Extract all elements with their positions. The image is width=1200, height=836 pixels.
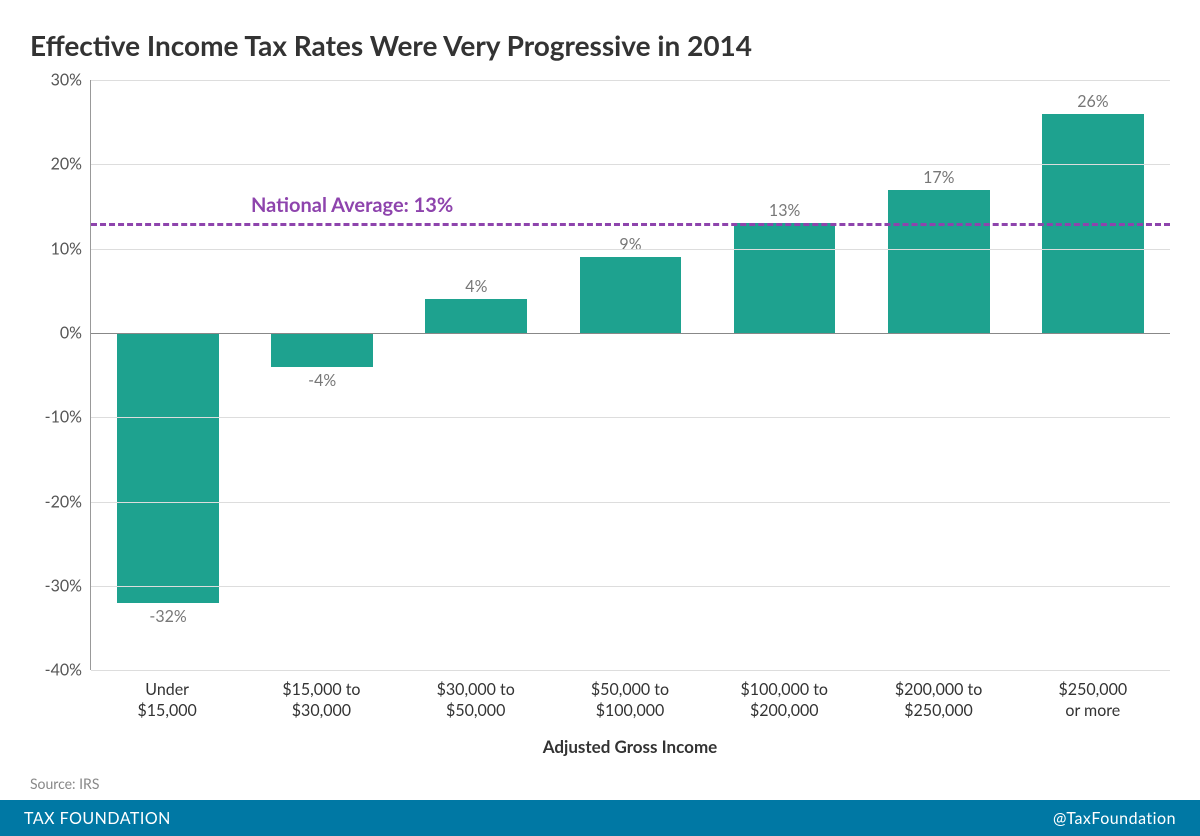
national-average-line — [91, 223, 1170, 226]
x-axis: Under $15,000$15,000 to $30,000$30,000 t… — [90, 670, 1170, 722]
x-tick-label: $100,000 to $200,000 — [707, 680, 861, 722]
y-axis: -40%-30%-20%-10%0%10%20%30% — [30, 80, 90, 670]
bar-slot: 4% — [399, 80, 553, 670]
bar-value-label: 4% — [465, 277, 487, 296]
gridline — [91, 586, 1170, 587]
x-tick-label: $250,000 or more — [1016, 680, 1170, 722]
y-tick-label: 30% — [51, 71, 82, 90]
bars-container: -32% -4% 4% 9% 13% 17% 26% — [91, 80, 1170, 670]
bar — [117, 333, 219, 603]
bar — [888, 190, 990, 333]
bar-value-label: 17% — [923, 168, 954, 187]
bar-slot: 17% — [862, 80, 1016, 670]
bar-slot: 13% — [708, 80, 862, 670]
footer-handle: @TaxFoundation — [1053, 809, 1176, 828]
y-tick-label: -20% — [45, 492, 82, 511]
bar-slot: -32% — [91, 80, 245, 670]
bar-value-label: 26% — [1077, 92, 1108, 111]
y-tick-label: -40% — [45, 661, 82, 680]
bar-value-label: 13% — [769, 201, 800, 220]
bar-slot: 26% — [1016, 80, 1170, 670]
plot-area: -32% -4% 4% 9% 13% 17% 26% National Average: 1… — [90, 80, 1170, 670]
chart-title: Effective Income Tax Rates Were Very Pro… — [30, 28, 1170, 62]
bar — [580, 257, 682, 333]
bar — [734, 223, 836, 333]
source-text: Source: IRS — [30, 775, 1170, 792]
bar — [425, 299, 527, 333]
bar-value-label: -4% — [308, 371, 336, 390]
gridline — [91, 80, 1170, 81]
gridline — [91, 417, 1170, 418]
bar-value-label: -32% — [149, 607, 186, 626]
gridline — [91, 502, 1170, 503]
bar-slot: -4% — [245, 80, 399, 670]
x-axis-title: Adjusted Gross Income — [90, 736, 1170, 757]
zero-line — [91, 333, 1170, 334]
gridline — [91, 670, 1170, 671]
bar — [271, 333, 373, 367]
bar-slot: 9% — [553, 80, 707, 670]
footer-org: TAX FOUNDATION — [24, 809, 171, 828]
chart-area: -40%-30%-20%-10%0%10%20%30% -32%-4%4%9%1… — [30, 80, 1170, 670]
gridline — [91, 164, 1170, 165]
x-tick-label: $200,000 to $250,000 — [861, 680, 1015, 722]
x-tick-label: $30,000 to $50,000 — [399, 680, 553, 722]
y-tick-label: -10% — [45, 408, 82, 427]
y-tick-label: 0% — [60, 324, 82, 343]
x-tick-label: Under $15,000 — [90, 680, 244, 722]
national-average-label: National Average: 13% — [251, 193, 453, 217]
y-tick-label: 10% — [51, 239, 82, 258]
bar-value-label: 9% — [619, 235, 641, 254]
y-tick-label: 20% — [51, 155, 82, 174]
y-tick-label: -30% — [45, 577, 82, 596]
x-tick-label: $50,000 to $100,000 — [553, 680, 707, 722]
gridline — [91, 249, 1170, 250]
footer-bar: TAX FOUNDATION @TaxFoundation — [0, 800, 1200, 836]
x-tick-label: $15,000 to $30,000 — [244, 680, 398, 722]
